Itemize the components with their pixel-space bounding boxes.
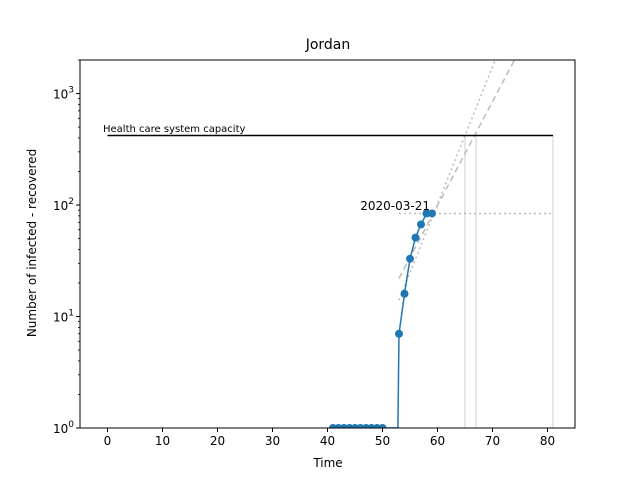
data-point [400,289,409,298]
x-tick-label: 0 [104,434,112,448]
x-tick-label: 10 [155,434,170,448]
y-tick-label: 103 [53,86,74,102]
y-tick-label: 100 [53,420,74,436]
x-tick-label: 50 [375,434,390,448]
y-tick-label: 101 [53,309,74,325]
data-point [428,209,436,218]
x-tick-label: 30 [265,434,280,448]
exponential-fit-dotted-line [398,60,496,301]
capacity-label: Health care system capacity [103,124,245,135]
x-tick-label: 40 [320,434,335,448]
x-tick-label: 20 [210,434,225,448]
exponential-fit-dashed-line [398,60,516,279]
chart-title: Jordan [305,37,351,53]
data-point [417,220,425,229]
data-point [378,424,387,428]
plot-area [107,60,554,428]
y-tick-label: 102 [53,197,74,213]
plot-marks [107,60,554,428]
data-point [395,329,403,338]
x-tick-label: 80 [540,434,555,448]
data-point [406,254,414,263]
data-point [411,233,420,242]
x-tick-label: 60 [430,434,445,448]
x-tick-label: 70 [485,434,500,448]
x-axis-label: Time [312,456,342,470]
y-axis-label: Number of infected - recovered [25,149,39,337]
date-annotation: 2020-03-21 [360,199,430,213]
data-point [422,209,431,218]
axes: 0 10 20 30 40 50 60 70 80 100 101 102 103 [53,59,576,448]
